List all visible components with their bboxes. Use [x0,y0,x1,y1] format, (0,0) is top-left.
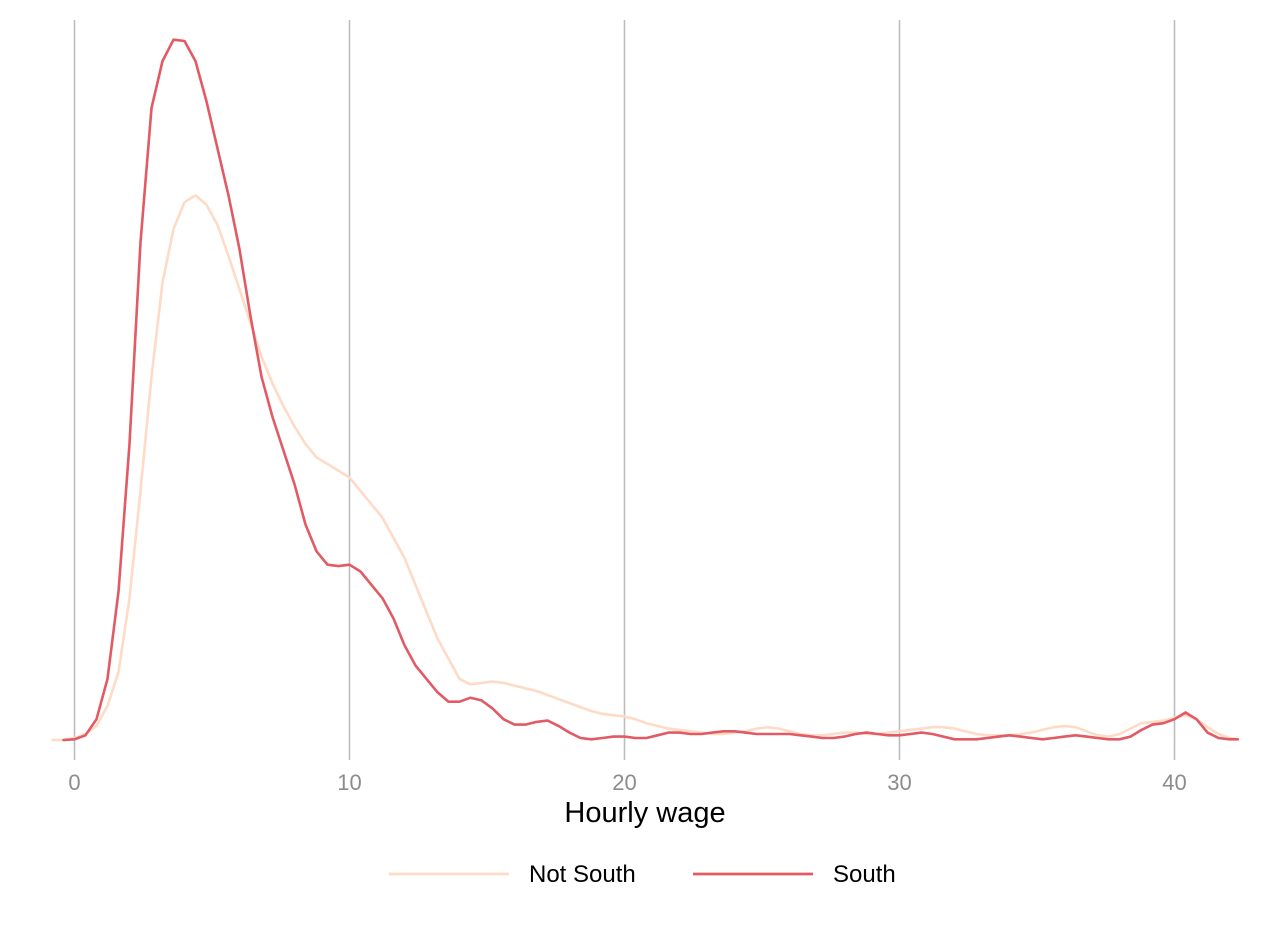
x-tick-label-10: 10 [337,770,361,795]
legend: Not South South [389,861,896,888]
x-tick-label-0: 0 [68,770,80,795]
x-axis-tick-labels: 0 10 20 30 40 [68,770,1186,795]
series-line-south [62,38,1240,742]
legend-label-not-south: Not South [529,861,636,888]
gridlines [73,20,1176,760]
series-line-not-south [51,194,1240,742]
x-axis-title: Hourly wage [564,797,725,829]
x-tick-label-30: 30 [887,770,911,795]
x-tick-label-40: 40 [1162,770,1186,795]
legend-label-south: South [833,861,896,888]
series-lines [51,38,1240,742]
x-tick-label-20: 20 [612,770,636,795]
